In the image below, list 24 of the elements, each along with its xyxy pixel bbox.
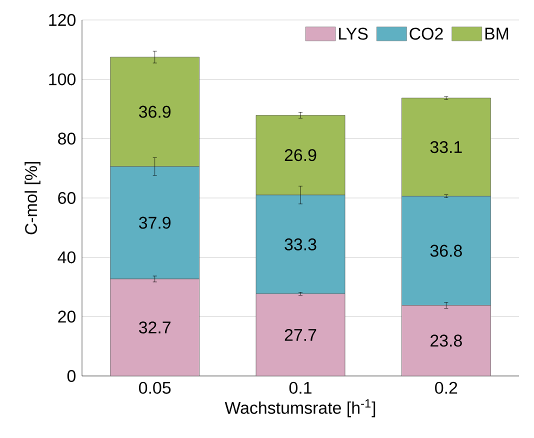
- legend-label: BM: [485, 28, 508, 40]
- x-tick-label: 0.2: [435, 382, 458, 394]
- y-axis-title: C-mol [%]: [24, 162, 40, 234]
- data-label: 36.9: [139, 106, 171, 118]
- data-label: 33.3: [284, 238, 316, 250]
- data-label: 37.9: [139, 216, 171, 229]
- data-label: 26.9: [284, 149, 316, 162]
- y-tick-label: 120: [49, 14, 76, 26]
- data-label: 32.7: [139, 321, 170, 334]
- y-tick-label: 80: [58, 132, 76, 145]
- y-tick-label: 100: [49, 73, 76, 86]
- data-label: 23.8: [430, 334, 462, 347]
- x-tick-label: 0.05: [139, 382, 171, 394]
- legend-label: CO2: [410, 28, 443, 40]
- y-tick-label: 20: [58, 310, 76, 323]
- y-tick-label: 0: [67, 370, 76, 382]
- data-label: 33.1: [430, 141, 462, 154]
- data-label: 27.7: [284, 328, 316, 341]
- x-tick-label: 0.1: [289, 382, 312, 394]
- y-tick-label: 60: [58, 192, 76, 204]
- x-axis-title: Wachstumsrate [h$^{-1}$]: [224, 399, 376, 418]
- legend-label: LYS: [339, 28, 368, 40]
- data-label: 36.8: [430, 244, 462, 257]
- y-tick-label: 40: [58, 251, 76, 264]
